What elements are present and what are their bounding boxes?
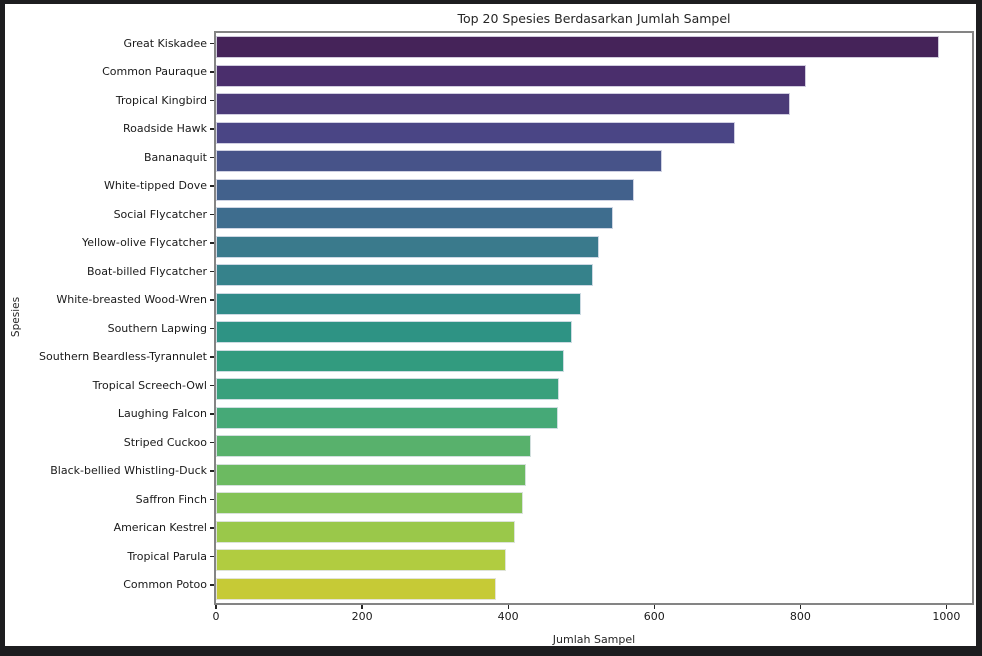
y-tick-mark — [210, 270, 214, 273]
y-tick-mark — [210, 356, 214, 358]
bar — [216, 36, 940, 59]
y-tick-mark — [210, 584, 214, 586]
y-tick-mark — [210, 498, 214, 501]
x-tick-label: 400 — [497, 610, 519, 623]
y-tick-mark — [210, 99, 214, 102]
y-tick-label: Bananaquit — [143, 150, 207, 164]
y-tick-mark — [210, 441, 214, 444]
y-tick-mark — [210, 470, 214, 472]
y-tick-label: Great Kiskadee — [123, 36, 207, 50]
bar — [216, 406, 558, 429]
y-tick-mark — [210, 42, 214, 45]
x-tick-label: 0 — [212, 610, 220, 623]
y-tick-mark — [210, 527, 214, 529]
y-tick-label: Saffron Finch — [135, 492, 207, 506]
x-tick-mark — [507, 605, 509, 609]
y-tick-label: Boat-billed Flycatcher — [86, 264, 207, 278]
bar — [216, 178, 634, 201]
bar — [216, 321, 572, 344]
y-tick-mark — [210, 213, 214, 216]
bar — [216, 235, 600, 258]
y-tick-label: White-tipped Dove — [103, 179, 207, 193]
bar — [216, 492, 523, 515]
bar — [216, 549, 506, 572]
bar — [216, 64, 807, 87]
bar — [216, 435, 531, 458]
x-axis-label: Jumlah Sampel — [552, 633, 636, 646]
y-tick-mark — [210, 185, 214, 187]
bar — [216, 378, 560, 401]
plot-area — [214, 31, 974, 605]
bar — [216, 463, 526, 486]
y-tick-label: Social Flycatcher — [113, 207, 207, 221]
x-tick-mark — [653, 605, 655, 609]
x-tick-mark — [799, 605, 801, 609]
y-tick-label: Yellow-olive Flycatcher — [82, 236, 207, 250]
y-tick-label: Striped Cuckoo — [123, 435, 207, 449]
x-tick-label: 200 — [351, 610, 373, 623]
y-tick-label: Black-bellied Whistling-Duck — [50, 464, 207, 478]
y-tick-label: Tropical Kingbird — [115, 93, 207, 107]
x-tick-mark — [215, 605, 217, 609]
x-tick-label: 800 — [789, 610, 811, 623]
y-tick-label: Tropical Parula — [127, 549, 207, 563]
x-tick-mark — [361, 605, 363, 609]
y-tick-mark — [210, 555, 214, 558]
x-tick-label: 1000 — [932, 610, 961, 623]
bar — [216, 264, 593, 287]
x-tick-label: 600 — [643, 610, 665, 623]
y-tick-label: White-breasted Wood-Wren — [56, 293, 207, 307]
bar — [216, 349, 565, 372]
chart-title: Top 20 Spesies Berdasarkan Jumlah Sampel — [457, 11, 731, 26]
y-tick-mark — [210, 384, 214, 387]
y-tick-label: Tropical Screech-Owl — [92, 378, 207, 392]
y-tick-label: Roadside Hawk — [122, 122, 207, 136]
y-tick-mark — [210, 299, 214, 301]
y-tick-label: Common Potoo — [123, 578, 207, 592]
y-tick-label: American Kestrel — [113, 521, 207, 535]
y-tick-label: Southern Lapwing — [107, 321, 207, 335]
y-tick-mark — [210, 71, 214, 73]
x-tick-mark — [945, 605, 948, 609]
y-tick-label: Common Pauraque — [102, 65, 207, 79]
bar — [216, 93, 791, 116]
bar — [216, 292, 582, 315]
y-tick-label: Southern Beardless-Tyrannulet — [39, 350, 207, 364]
bar — [216, 520, 515, 543]
bar — [216, 150, 662, 173]
y-tick-mark — [210, 242, 214, 244]
y-tick-mark — [210, 128, 214, 130]
y-tick-mark — [210, 413, 214, 415]
bar — [216, 577, 496, 600]
chart-figure: Top 20 Spesies Berdasarkan Jumlah Sampel… — [5, 4, 976, 646]
bar — [216, 121, 735, 144]
y-tick-mark — [210, 156, 214, 159]
y-tick-mark — [210, 327, 214, 330]
y-tick-label: Laughing Falcon — [117, 407, 207, 421]
bar — [216, 207, 613, 230]
